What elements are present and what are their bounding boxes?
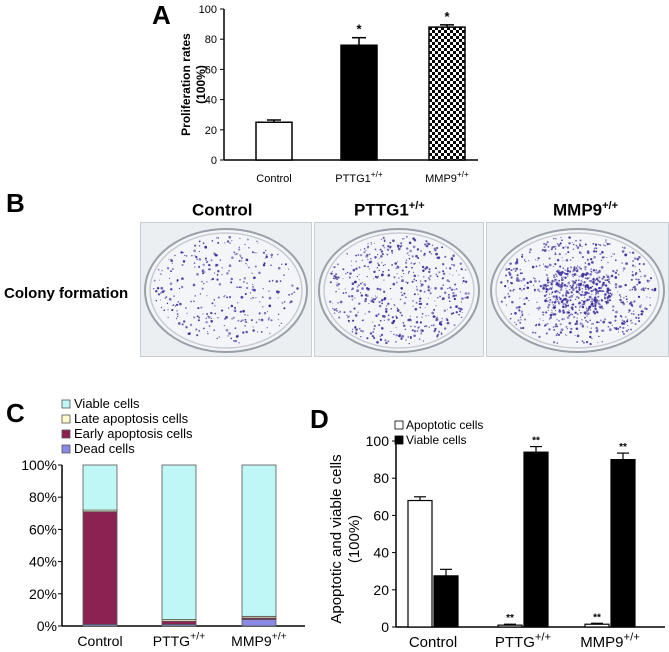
chart-a-bar [340,44,378,161]
chart-c-bar-segment [82,511,118,625]
colony-dish-control [140,222,312,357]
chart-c-ytick-label: 20% [29,586,57,602]
chart-c-ytick-label: 80% [29,489,57,505]
chart-d-bar [610,458,636,628]
colony-header-control: Control [192,200,253,220]
chart-d-significance: ** [593,612,601,623]
chart-d-category-label: Control [409,634,457,651]
chart-d-ytick-label: 100 [366,433,390,449]
chart-c-legend-swatch [61,414,71,424]
chart-d-significance: ** [506,613,514,624]
chart-d-legend-swatch [394,420,404,430]
chart-c-legend-swatch [61,444,71,454]
chart-d-ytick-label: 40 [373,545,389,561]
chart-c-bar-segment [241,619,277,627]
dish-colonies [329,235,470,345]
chart-c-bar-segment [82,464,118,511]
chart-d-legend-label: Viable cells [406,433,466,447]
chart-a-ylabel: Proliferation rates(100%) [179,33,208,136]
chart-c-ytick-label: 40% [29,554,57,570]
dish-rim [490,228,665,353]
chart-d-category-label: MMP9+/+ [580,631,640,651]
chart-d-ytick-label: 0 [381,619,389,635]
colony-header-mmp9: MMP9+/+ [553,200,619,220]
chart-d-category-label: PTTG+/+ [495,631,552,651]
chart-a-category-label: PTTG1+/+ [335,170,383,185]
chart-c-legend-label: Late apoptosis cells [74,411,189,426]
panel-letter-a: A [152,0,171,30]
chart-d-legend-swatch [394,435,404,445]
chart-d-bar [407,499,433,628]
chart-d-bar [523,451,549,628]
panel-letter-b: B [6,188,25,218]
chart-c-bar-segment [241,464,277,617]
dish-rim [318,228,480,353]
chart-a-ytick-label: 0 [211,155,217,167]
chart-d-bar [497,624,523,628]
chart-a-significance: * [356,22,362,37]
chart-a-category-label: MMP9+/+ [425,170,469,185]
chart-d-significance: ** [532,436,540,447]
chart-c-category-label: PTTG+/+ [153,631,206,649]
chart-d-significance: ** [619,442,627,453]
chart-d-bar [584,623,610,628]
chart-a-significance: * [444,9,450,24]
chart-d-legend-label: Apoptotic cells [406,418,483,432]
dish-colonies [500,236,657,346]
chart-c-legend-label: Early apoptosis cells [74,426,193,441]
chart-c-legend-swatch [61,429,71,439]
panel-letter-c: C [6,398,25,428]
chart-a-proliferation: 0 20 40 60 80 100 Control * PTTG1+/+ * MMP9+/+ Prol… [179,4,478,185]
colony-row-label: Colony formation [4,285,129,302]
chart-a-ytick-label: 60 [205,64,217,76]
panel-letter-d: D [310,404,329,434]
chart-c-bar-segment [161,464,197,620]
chart-a-category-label: Control [256,173,291,185]
chart-d-bar [433,575,459,628]
chart-a-ytick-label: 40 [205,95,217,107]
chart-d-ytick-label: 80 [373,470,389,486]
chart-c-legend-swatch [61,399,71,409]
colony-header-pttg1: PTTG1+/+ [354,200,425,220]
chart-a-bar [428,26,466,161]
chart-d-ytick-label: 60 [373,507,389,523]
colony-dish-pttg1 [314,222,484,357]
chart-c-category-label: Control [77,633,122,649]
chart-c-legend-label: Viable cells [74,396,140,411]
colony-dish-mmp9 [486,222,669,357]
chart-c-category-label: MMP9+/+ [231,631,287,649]
chart-a-ytick-label: 100 [199,4,217,16]
dish-rim [144,228,308,353]
dish-inner-rim [323,232,475,349]
chart-c-ytick-label: 0% [37,618,57,634]
chart-d-ylabel: Apoptotic and viable cells(100%) [328,454,363,623]
dish-colonies [153,235,299,344]
chart-d-ytick-label: 20 [373,582,389,598]
chart-c-ytick-label: 60% [29,521,57,537]
chart-c-legend-label: Dead cells [74,441,135,456]
chart-a-ytick-label: 80 [205,34,217,46]
dish-inner-rim [495,232,660,349]
chart-c-bar-segment [161,620,197,625]
chart-a-ytick-label: 20 [205,125,217,137]
chart-c-ytick-label: 100% [21,457,57,473]
chart-a-bar [255,121,293,161]
dish-inner-rim [149,232,303,349]
